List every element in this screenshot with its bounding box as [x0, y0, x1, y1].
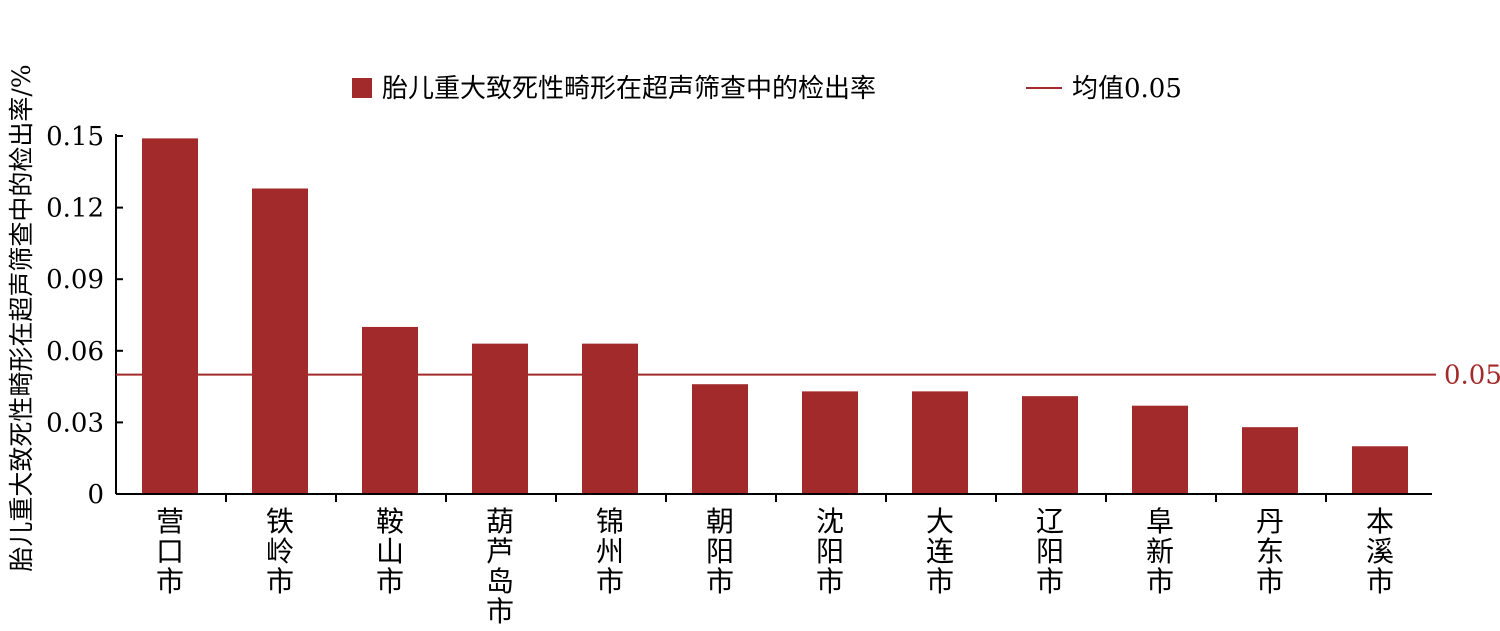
bar-7	[802, 391, 858, 494]
y-tick-label-1: 0.03	[46, 408, 104, 438]
x-tick-label-12: 本溪市	[1366, 505, 1394, 598]
x-tick-label-2: 铁岭市	[266, 505, 294, 598]
bar-5	[582, 343, 638, 494]
legend-label-detection-rate: 胎儿重大致死性畸形在超声筛查中的检出率	[382, 74, 876, 104]
y-tick-label-3: 0.09	[46, 265, 104, 295]
x-tick-label-7: 沈阳市	[816, 505, 844, 598]
bar-12	[1352, 446, 1408, 494]
y-tick-label-2: 0.06	[46, 337, 104, 367]
bar-4	[472, 343, 528, 494]
x-tick-label-10: 阜新市	[1146, 505, 1174, 598]
x-tick-label-8: 大连市	[926, 505, 954, 598]
x-tick-label-9: 辽阳市	[1036, 505, 1064, 598]
bar-10	[1132, 405, 1188, 494]
legend: 胎儿重大致死性畸形在超声筛查中的检出率 均值0.05	[352, 74, 1182, 104]
y-tick-label-0: 0	[87, 480, 104, 510]
x-tick-label-11: 丹东市	[1256, 505, 1284, 598]
mean-reference-label: 0.05	[1444, 361, 1500, 391]
plot-area: 0 0.03 0.06 0.09 0.12 0.15 营口市 铁岭市 鞍山市 葫芦岛市 锦州市 朝阳市…	[46, 122, 1500, 628]
y-tick-label-5: 0.15	[46, 122, 104, 152]
bar-8	[912, 391, 968, 494]
legend-swatch-detection-rate	[352, 78, 372, 98]
y-tick-label-4: 0.12	[46, 194, 104, 224]
legend-label-mean: 均值0.05	[1072, 74, 1182, 104]
y-axis-title: 胎儿重大致死性畸形在超声筛查中的检出率/%	[7, 64, 36, 571]
x-tick-label-4: 葫芦岛市	[486, 505, 514, 628]
bar-11	[1242, 427, 1298, 494]
bar-1	[142, 138, 198, 495]
x-tick-label-5: 锦州市	[596, 505, 624, 598]
bar-9	[1022, 396, 1078, 494]
x-tick-label-6: 朝阳市	[706, 505, 734, 598]
bar-6	[692, 384, 748, 494]
bar-3	[362, 326, 418, 494]
x-tick-label-3: 鞍山市	[376, 505, 404, 598]
bar-2	[252, 188, 308, 495]
x-tick-label-1: 营口市	[156, 505, 184, 598]
